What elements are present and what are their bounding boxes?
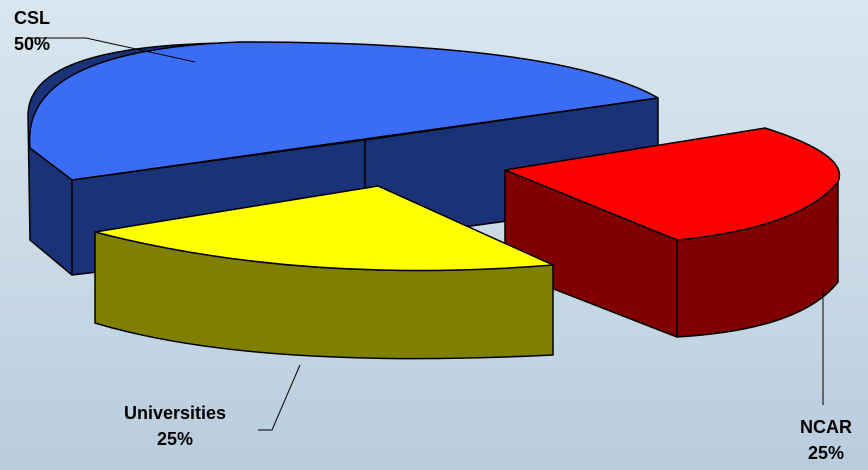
data-label-universities-percent: 25% — [92, 426, 258, 452]
data-label-ncar-percent: 25% — [796, 440, 856, 466]
leader-line-universities — [258, 365, 300, 430]
data-label-universities: Universities 25% — [92, 400, 258, 452]
data-label-universities-name: Universities — [92, 400, 258, 426]
data-label-csl-percent: 50% — [4, 31, 60, 57]
data-label-csl-name: CSL — [4, 5, 60, 31]
data-label-csl: CSL 50% — [4, 5, 60, 57]
data-label-ncar-name: NCAR — [796, 414, 856, 440]
data-label-ncar: NCAR 25% — [796, 414, 856, 466]
